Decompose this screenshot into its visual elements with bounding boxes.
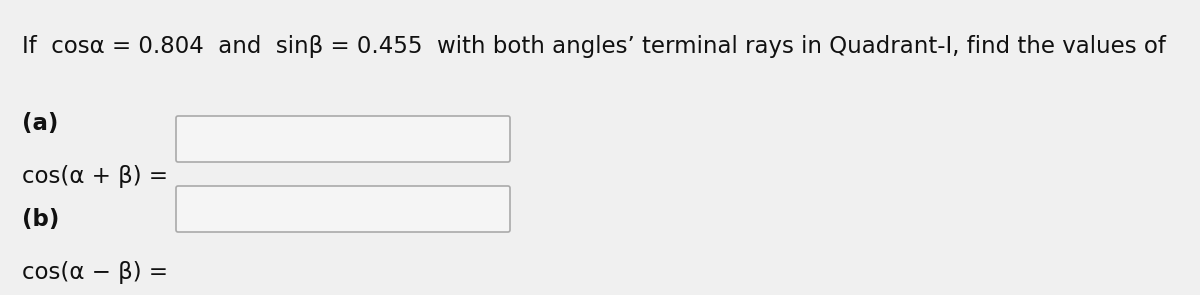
Text: If  cosα = 0.804  and  sinβ = 0.455  with both angles’ terminal rays in Quadrant: If cosα = 0.804 and sinβ = 0.455 with bo… (22, 35, 1165, 58)
Text: cos(α + β) =: cos(α + β) = (22, 165, 168, 188)
Text: (a): (a) (22, 112, 58, 135)
Text: cos(α − β) =: cos(α − β) = (22, 261, 168, 284)
FancyBboxPatch shape (176, 116, 510, 162)
FancyBboxPatch shape (176, 186, 510, 232)
Text: (b): (b) (22, 208, 59, 231)
